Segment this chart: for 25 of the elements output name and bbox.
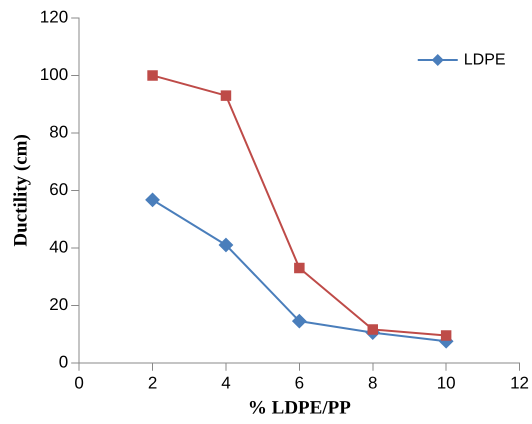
x-axis-title: % LDPE/PP: [248, 398, 352, 419]
x-tick-label: 6: [294, 374, 304, 393]
point: [147, 70, 158, 81]
point: [368, 324, 378, 335]
y-tick-label: 20: [49, 295, 68, 314]
point: [294, 262, 305, 274]
x-tick-label: 2: [148, 374, 158, 393]
y-tick-label: 0: [58, 352, 68, 372]
y-tick-label: 100: [40, 65, 68, 84]
y-tick-label: 60: [49, 180, 68, 200]
legend-label: LDPE: [464, 51, 506, 68]
point: [220, 90, 232, 101]
x-tick-label: 4: [221, 374, 231, 393]
point: [218, 238, 233, 252]
point: [146, 192, 160, 207]
point: [440, 330, 452, 341]
y-axis-title: Ductility (cm): [10, 134, 32, 247]
x-tick-label: 12: [510, 374, 530, 393]
x-tick-label: 8: [368, 374, 378, 393]
x-tick-label: 10: [436, 374, 456, 393]
y-tick-label: 40: [49, 238, 68, 257]
y-tick-label: 120: [40, 8, 68, 27]
y-tick-label: 80: [49, 122, 68, 142]
x-tick-label: 0: [74, 374, 84, 393]
point: [292, 314, 306, 328]
